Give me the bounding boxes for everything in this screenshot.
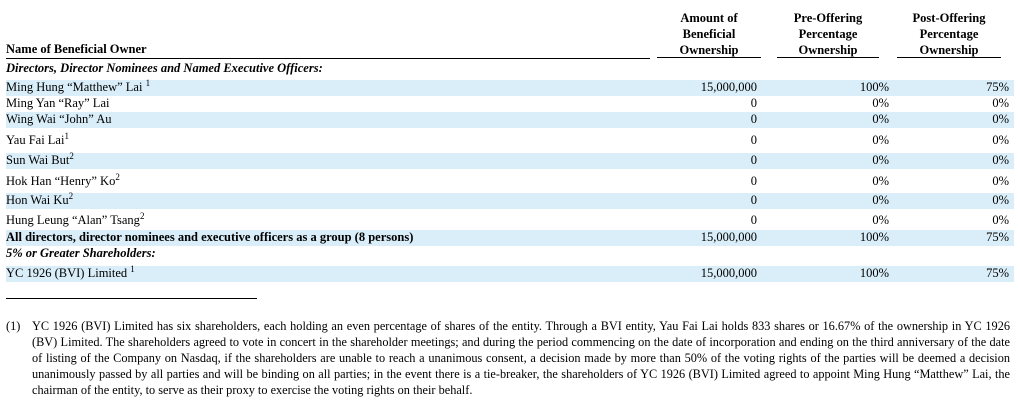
header-amount-line-3: Ownership <box>679 43 739 57</box>
amount-cell: 0 <box>750 213 757 227</box>
post-offering-cell: 0% <box>992 96 1009 110</box>
pre-offering-cell: 100% <box>859 266 889 280</box>
pre-offering-cell: 100% <box>859 80 889 94</box>
table-row: Hon Wai Ku2 0 0% 0% <box>6 190 1014 209</box>
footnote-divider <box>6 298 257 299</box>
header-post-rule <box>897 57 1001 58</box>
pre-offering-cell: 0% <box>872 112 889 126</box>
header-amount: Amount of Beneficial Ownership <box>654 10 764 58</box>
header-owner-rule <box>6 58 650 59</box>
owner-name: Wing Wai “John” Au <box>6 112 112 126</box>
section-5pct-row: 5% or Greater Shareholders: <box>6 246 1014 262</box>
header-post-line-2: Percentage <box>919 27 979 41</box>
post-offering-cell: 0% <box>992 174 1009 188</box>
header-pre: Pre-Offering Percentage Ownership <box>773 10 883 58</box>
pre-offering-cell: 0% <box>872 133 889 147</box>
owner-name: Ming Hung “Matthew” Lai 1 <box>6 77 151 94</box>
header-post: Post-Offering Percentage Ownership <box>893 10 1005 58</box>
header-pre-line-3: Ownership <box>798 43 858 57</box>
owner-name: Yau Fai Lai1 <box>6 130 69 147</box>
pre-offering-cell: 0% <box>872 213 889 227</box>
footnote-ref: 2 <box>139 210 145 221</box>
pre-offering-cell: 0% <box>872 96 889 110</box>
post-offering-cell: 0% <box>992 133 1009 147</box>
amount-cell: 15,000,000 <box>700 80 757 94</box>
owner-name: Hon Wai Ku2 <box>6 190 74 207</box>
group-total-label: All directors, director nominees and exe… <box>6 230 414 244</box>
footnote-mark: (1) <box>6 319 21 333</box>
table-row: Yau Fai Lai1 0 0% 0% <box>6 130 1014 149</box>
table-row: Hok Han “Henry” Ko2 0 0% 0% <box>6 171 1014 190</box>
post-offering-cell: 0% <box>992 193 1009 207</box>
header-pre-line-2: Percentage <box>798 27 858 41</box>
header-amount-line-2: Beneficial <box>682 27 736 41</box>
amount-cell: 0 <box>750 174 757 188</box>
section-directors-label: Directors, Director Nominees and Named E… <box>6 61 323 75</box>
amount-cell: 0 <box>750 153 757 167</box>
footnote: (1) YC 1926 (BVI) Limited has six shareh… <box>6 318 1010 398</box>
post-offering-cell: 75% <box>986 80 1009 94</box>
post-offering-cell: 75% <box>986 230 1009 244</box>
owner-name: Hok Han “Henry” Ko2 <box>6 171 120 188</box>
post-offering-cell: 0% <box>992 153 1009 167</box>
section-directors-row: Directors, Director Nominees and Named E… <box>6 61 1014 77</box>
owner-name: Ming Yan “Ray” Lai <box>6 96 110 110</box>
section-5pct-label: 5% or Greater Shareholders: <box>6 246 156 260</box>
header-pre-line-1: Pre-Offering <box>793 11 863 25</box>
table-row: Sun Wai But2 0 0% 0% <box>6 150 1014 169</box>
footnote-ref: 2 <box>68 190 74 201</box>
header-owner: Name of Beneficial Owner <box>6 42 147 56</box>
footnote-ref: 1 <box>130 263 135 274</box>
header-post-line-3: Ownership <box>919 43 979 57</box>
header-post-line-1: Post-Offering <box>912 11 986 25</box>
amount-cell: 0 <box>750 133 757 147</box>
footnote-ref: 2 <box>115 171 120 182</box>
amount-cell: 0 <box>750 193 757 207</box>
header-amount-line-1: Amount of <box>680 11 738 25</box>
post-offering-cell: 0% <box>992 112 1009 126</box>
owner-name: Hung Leung “Alan” Tsang2 <box>6 210 145 227</box>
amount-cell: 0 <box>750 112 757 126</box>
footnote-ref: 2 <box>69 150 74 161</box>
group-total-row: All directors, director nominees and exe… <box>6 230 1014 246</box>
owner-name: Sun Wai But2 <box>6 150 74 167</box>
table-row: Wing Wai “John” Au 0 0% 0% <box>6 112 1014 128</box>
pre-offering-cell: 0% <box>872 153 889 167</box>
footnote-text: YC 1926 (BVI) Limited has six shareholde… <box>32 319 1010 397</box>
post-offering-cell: 75% <box>986 266 1009 280</box>
table-row: YC 1926 (BVI) Limited 1 15,000,000 100% … <box>6 263 1014 282</box>
header-pre-rule <box>777 57 879 58</box>
amount-cell: 15,000,000 <box>700 230 757 244</box>
pre-offering-cell: 0% <box>872 174 889 188</box>
post-offering-cell: 0% <box>992 213 1009 227</box>
footnote-ref: 1 <box>64 130 69 141</box>
table-row: Ming Hung “Matthew” Lai 1 15,000,000 100… <box>6 77 1014 96</box>
table-row: Ming Yan “Ray” Lai 0 0% 0% <box>6 96 1014 112</box>
pre-offering-cell: 0% <box>872 193 889 207</box>
owner-name: YC 1926 (BVI) Limited 1 <box>6 263 135 280</box>
amount-cell: 0 <box>750 96 757 110</box>
table-row: Hung Leung “Alan” Tsang2 0 0% 0% <box>6 210 1014 229</box>
pre-offering-cell: 100% <box>859 230 889 244</box>
amount-cell: 15,000,000 <box>700 266 757 280</box>
footnote-ref: 1 <box>145 77 151 88</box>
header-amount-rule <box>657 57 761 58</box>
